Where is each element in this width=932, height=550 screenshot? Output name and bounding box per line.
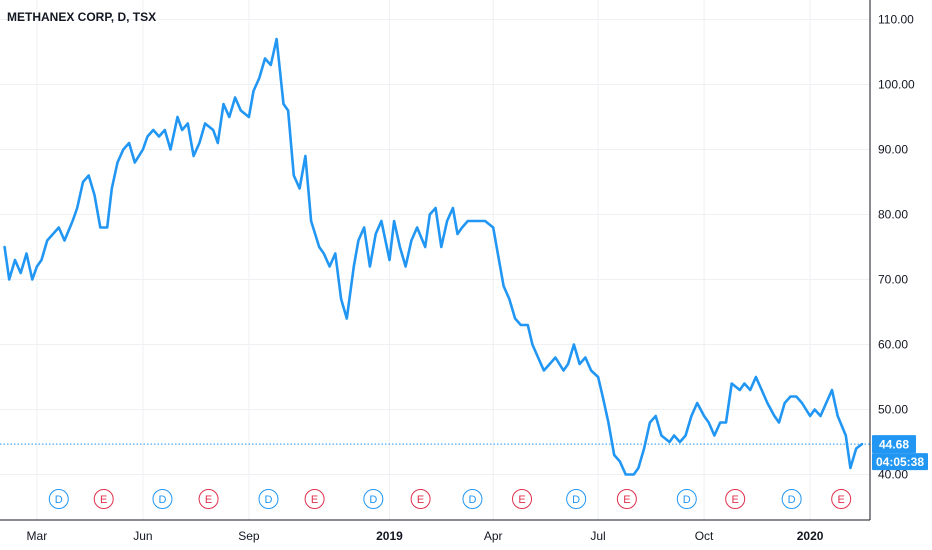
event-marker-label: D xyxy=(683,494,691,506)
dividend-marker[interactable]: D xyxy=(258,489,279,509)
earnings-marker[interactable]: E xyxy=(410,489,431,509)
event-marker-circle xyxy=(93,489,114,509)
event-marker-circle xyxy=(725,489,746,509)
x-tick-label: 2020 xyxy=(797,529,824,543)
event-marker-circle xyxy=(152,489,173,509)
x-tick-label: Apr xyxy=(484,529,503,543)
chart-grid xyxy=(0,0,870,520)
y-tick-label: 100.00 xyxy=(878,78,915,92)
event-marker-label: E xyxy=(205,494,212,506)
y-tick-label: 70.00 xyxy=(878,273,908,287)
x-tick-label: Mar xyxy=(27,529,48,543)
event-marker-label: E xyxy=(838,494,845,506)
y-tick-label: 90.00 xyxy=(878,143,908,157)
last-price-label: 44.68 xyxy=(879,438,909,452)
y-tick-label: 110.00 xyxy=(878,13,914,27)
event-marker-label: D xyxy=(468,494,476,506)
event-marker-circle xyxy=(410,489,431,509)
event-marker-label: D xyxy=(55,494,63,506)
dividend-marker[interactable]: D xyxy=(566,489,587,509)
event-marker-circle xyxy=(258,489,279,509)
event-marker-circle xyxy=(462,489,483,509)
event-marker-circle xyxy=(363,489,384,509)
x-tick-label: Sep xyxy=(238,529,260,543)
price-series-line xyxy=(3,37,864,476)
event-marker-label: D xyxy=(788,494,796,506)
earnings-marker[interactable]: E xyxy=(725,489,746,509)
dividend-marker[interactable]: D xyxy=(462,489,483,509)
chart-title: METHANEX CORP, D, TSX xyxy=(7,10,156,24)
event-marker-label: E xyxy=(623,494,630,506)
x-tick-label: Jul xyxy=(590,529,605,543)
earnings-marker[interactable]: E xyxy=(512,489,532,509)
event-marker-label: E xyxy=(100,494,107,506)
event-marker-circle xyxy=(566,489,587,509)
event-marker-label: E xyxy=(311,494,318,506)
event-marker-circle xyxy=(781,489,802,509)
event-marker-label: D xyxy=(369,494,377,506)
price-badges: 44.68 04:05:38 xyxy=(872,435,928,471)
earnings-marker[interactable]: E xyxy=(831,489,852,509)
price-line-group xyxy=(0,37,870,476)
x-tick-label: Oct xyxy=(695,529,714,543)
dividend-marker[interactable]: D xyxy=(676,489,697,509)
y-tick-label: 60.00 xyxy=(878,338,908,352)
earnings-marker[interactable]: E xyxy=(304,489,325,509)
dividend-marker[interactable]: D xyxy=(152,489,173,509)
earnings-marker[interactable]: E xyxy=(93,489,114,509)
countdown-label: 04:05:38 xyxy=(876,455,924,469)
event-marker-circle xyxy=(198,489,219,509)
dividend-marker[interactable]: D xyxy=(781,489,802,509)
event-marker-circle xyxy=(831,489,852,509)
event-marker-circle xyxy=(512,489,532,509)
countdown-badge xyxy=(872,453,928,471)
event-marker-label: E xyxy=(732,494,739,506)
y-tick-label: 80.00 xyxy=(878,208,908,222)
event-marker-label: D xyxy=(159,494,167,506)
y-tick-label: 40.00 xyxy=(878,468,908,482)
chart-axes: 40.00 50.00 60.00 70.00 80.00 90.00 100.00 110.… xyxy=(0,0,915,543)
last-price-badge xyxy=(872,435,916,454)
dividend-marker[interactable]: D xyxy=(363,489,384,509)
event-marker-circle xyxy=(616,489,637,509)
event-marker-label: E xyxy=(417,494,424,506)
y-tick-label: 50.00 xyxy=(878,403,908,417)
earnings-marker[interactable]: E xyxy=(616,489,637,509)
x-tick-label: Jun xyxy=(133,529,152,543)
x-tick-label: 2019 xyxy=(376,529,403,543)
event-marker-circle xyxy=(48,489,69,509)
event-marker-label: E xyxy=(518,494,525,506)
event-marker-circle xyxy=(676,489,697,509)
earnings-marker[interactable]: E xyxy=(198,489,219,509)
event-marker-label: D xyxy=(572,494,580,506)
event-marker-circle xyxy=(304,489,325,509)
event-marker-label: D xyxy=(265,494,273,506)
dividend-marker[interactable]: D xyxy=(48,489,69,509)
